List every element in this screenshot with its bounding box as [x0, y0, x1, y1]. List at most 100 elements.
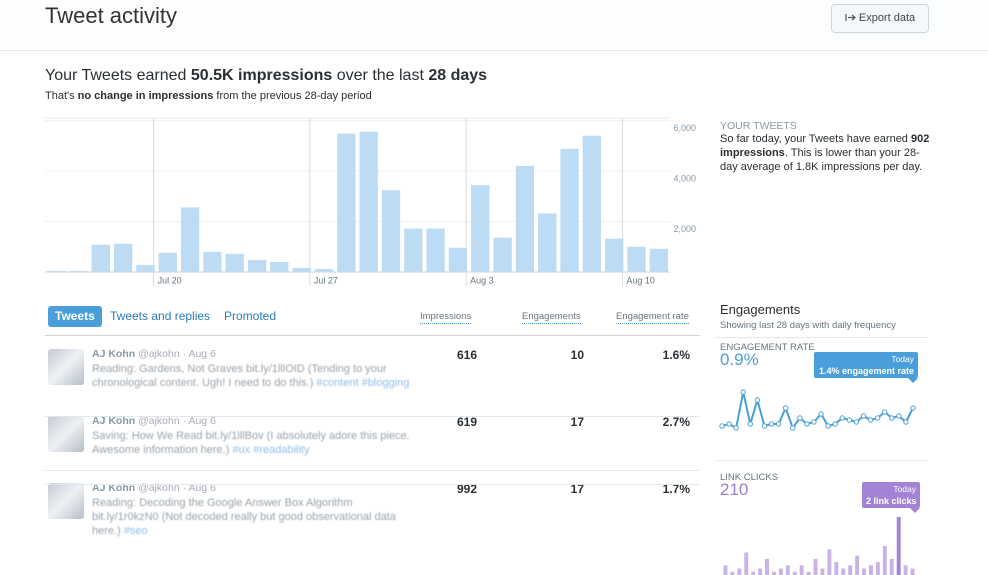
bar	[359, 131, 378, 272]
engagement-rate-point	[797, 415, 803, 421]
rate-label: ENGAGEMENT RATE	[720, 342, 815, 353]
bar	[247, 259, 267, 272]
link-click-bar	[834, 562, 839, 575]
y-tick-label: 4,000	[673, 173, 696, 183]
engagement-rate-point	[832, 421, 838, 427]
tab[interactable]: Promoted	[224, 309, 277, 323]
tweet-byline: AJ Kohn @ajkohn · Aug 6	[92, 348, 216, 360]
avatar	[48, 483, 84, 519]
engagement-rate-point	[910, 405, 916, 411]
link-click-bar	[737, 568, 742, 575]
rate-value: 0.9%	[720, 350, 759, 369]
bar	[560, 148, 579, 272]
x-tick-label: Aug 10	[626, 275, 655, 285]
link-click-bar	[820, 568, 825, 575]
engagement-rate-point	[775, 421, 782, 427]
link_clicks-tooltip-text: 2 link clicks	[866, 496, 917, 506]
engagement-rate-point	[860, 413, 867, 419]
tab[interactable]: Tweets and replies	[110, 309, 211, 323]
column-header: Engagements	[522, 311, 581, 324]
rate-tooltip-title: Today	[891, 354, 914, 364]
tweet-byline: AJ Kohn @ajkohn · Aug 6	[92, 482, 216, 494]
tweet-date: Aug 6	[188, 348, 216, 360]
export-icon	[845, 14, 856, 21]
avatar	[48, 416, 84, 452]
tweet-handle: @ajkohn	[138, 348, 180, 360]
tweet-date: Aug 6	[188, 415, 216, 427]
engagements-subtitle: Showing last 28 days with daily frequenc…	[720, 320, 896, 331]
tweet-text: Reading: Gardens, Not Graves bit.ly/1lll…	[92, 362, 412, 390]
link-click-bar	[806, 571, 811, 575]
tweet-engagement_rate: 1.7%	[662, 482, 690, 496]
engagement-rate-point	[903, 419, 909, 425]
bar	[538, 213, 557, 272]
engagement-rate-point	[889, 415, 895, 421]
tweet-handle: @ajkohn	[138, 482, 180, 494]
engagement-rate-point	[839, 415, 845, 421]
tweet-engagement_rate: 1.6%	[662, 348, 690, 362]
x-tick-label: Jul 27	[314, 275, 338, 285]
link_clicks-label: LINK CLICKS	[720, 472, 779, 483]
text-part: 902 impressions	[720, 133, 930, 159]
export-button[interactable]: Export data	[831, 4, 929, 33]
engagement-rate-point	[818, 411, 824, 417]
headline: Your Tweets earned 50.5K impressions ove…	[45, 67, 487, 85]
engagement-rate-point	[726, 421, 732, 427]
link-click-bar	[778, 568, 783, 575]
link-click-bar	[772, 571, 776, 575]
bar	[605, 238, 624, 272]
engagement-rate-line	[721, 391, 914, 431]
page-title: Tweet activity	[45, 3, 178, 28]
engagement-rate-point	[740, 389, 746, 395]
bar	[314, 268, 334, 272]
bar	[381, 190, 401, 272]
tweet-author: AJ Kohn	[92, 348, 136, 360]
bar	[404, 228, 423, 272]
engagement-rate-point	[846, 417, 853, 423]
tweet-handle: @ajkohn	[138, 415, 180, 427]
rate-tooltip: Today 1.4% engagement rate	[814, 352, 918, 378]
bar	[113, 243, 133, 272]
text-part: . This is lower than your 28-day average…	[720, 147, 923, 173]
tweet-body: Reading: Gardens, Not Graves bit.ly/1lll…	[92, 363, 387, 389]
text-part: over the last	[332, 67, 429, 84]
tweet-impressions: 616	[456, 348, 477, 362]
link-click-bar	[910, 568, 915, 575]
bar	[337, 133, 356, 272]
engagement-rate-point	[733, 425, 739, 431]
tweet-hashtags[interactable]: #content #blogging	[316, 377, 410, 389]
tweet-engagement_rate: 2.7%	[662, 415, 690, 429]
link-click-bar	[744, 552, 749, 575]
tweet-text: Reading: Decoding the Google Answer Box …	[92, 496, 412, 538]
bar	[582, 135, 602, 272]
bar	[649, 248, 668, 272]
engagement-rate-point	[882, 409, 888, 415]
link_clicks-tooltip-title: Today	[893, 484, 916, 494]
tweet-engagements: 17	[570, 415, 584, 429]
tab[interactable]: Tweets	[48, 306, 102, 327]
bar	[426, 228, 445, 272]
link-click-bar	[813, 558, 818, 575]
engagement-rate-point	[874, 415, 881, 421]
link-click-bar	[758, 568, 763, 575]
tweet-author: AJ Kohn	[92, 415, 136, 427]
row-separator	[45, 470, 700, 471]
bar	[448, 247, 468, 272]
text-part: That's	[45, 90, 78, 102]
link-click-bar	[792, 571, 797, 575]
bar	[203, 251, 222, 272]
bar	[158, 252, 177, 272]
bar	[47, 270, 66, 272]
bar	[270, 261, 289, 272]
tweet-hashtags[interactable]: #ux #readability	[232, 444, 310, 456]
engagement-rate-point	[719, 423, 725, 429]
engagement-rate-point	[853, 419, 860, 425]
link-click-bar	[730, 571, 735, 575]
header-bar	[0, 0, 988, 51]
tweet-text: Saving: How We Read bit.ly/1lllBov (I ab…	[92, 429, 412, 457]
tweet-hashtags[interactable]: #seo	[123, 525, 148, 537]
engagement-rate-point	[867, 417, 874, 423]
link-click-bar	[827, 549, 832, 575]
